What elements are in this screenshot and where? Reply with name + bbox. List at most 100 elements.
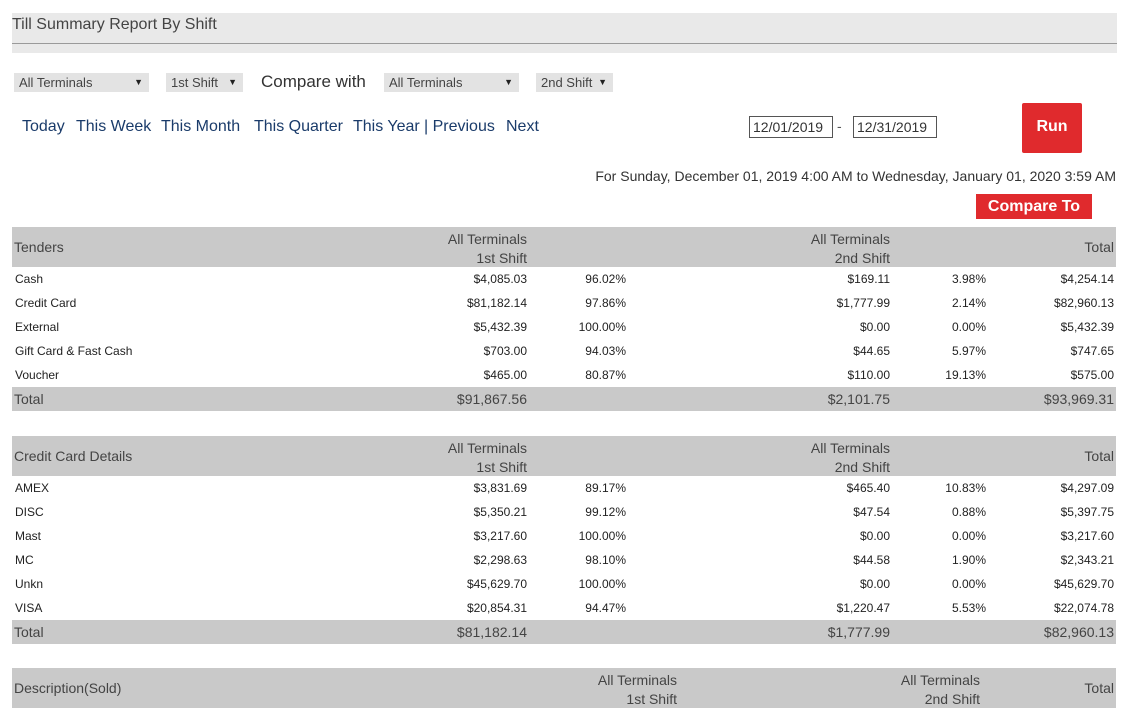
shift1-amount: $20,854.31 — [466, 601, 527, 615]
link-this-quarter[interactable]: This Quarter — [254, 118, 343, 135]
shift2-percent: 2.14% — [951, 296, 986, 310]
terminal-select-b-value: All Terminals — [389, 75, 463, 90]
row-label: MC — [15, 553, 34, 567]
shift2-amount: $0.00 — [859, 529, 890, 543]
shift2-percent: 10.83% — [945, 481, 986, 495]
col-header-shift1: All Terminals 1st Shift — [448, 439, 527, 477]
col-header-shift1: All Terminals 1st Shift — [448, 230, 527, 268]
start-date-input[interactable]: 12/01/2019 — [749, 116, 833, 138]
row-total: $4,254.14 — [1060, 272, 1114, 286]
table-row: Voucher $465.00 80.87% $110.00 19.13% $575.00 — [12, 363, 1116, 387]
sold-table-header: Description(Sold) All Terminals 1st Shif… — [12, 668, 1116, 708]
table-header: Credit Card Details All Terminals 1st Sh… — [12, 436, 1116, 476]
table-row: VISA $20,854.31 94.47% $1,220.47 5.53% $22,07… — [12, 596, 1116, 620]
table-row: MC $2,298.63 98.10% $44.58 1.90% $2,343.21 — [12, 548, 1116, 572]
row-label: Cash — [15, 272, 44, 286]
shift1-percent: 100.00% — [578, 529, 626, 543]
row-label: Unkn — [15, 577, 44, 591]
shift-select-a-value: 1st Shift — [171, 75, 218, 90]
col-header-shift2: All Terminals 2nd Shift — [811, 439, 890, 477]
row-label: Voucher — [15, 368, 60, 382]
shift1-percent: 100.00% — [578, 320, 626, 334]
shift2-percent: 19.13% — [945, 368, 986, 382]
link-previous[interactable]: | Previous — [424, 118, 495, 135]
table-row: External $5,432.39 100.00% $0.00 0.00% $5,432… — [12, 315, 1116, 339]
chevron-down-icon: ▼ — [228, 77, 237, 87]
table-total-row: Total $81,182.14 $1,777.99 $82,960.13 — [12, 620, 1116, 644]
chevron-down-icon: ▼ — [598, 77, 607, 87]
col-header-shift: 2nd Shift — [924, 691, 980, 707]
shift1-percent: 98.10% — [585, 553, 626, 567]
shift2-percent: 3.98% — [951, 272, 986, 286]
shift1-amount: $703.00 — [483, 344, 527, 358]
shift-select-b[interactable]: 2nd Shift ▼ — [536, 73, 613, 92]
total-shift2: $1,777.99 — [827, 624, 890, 640]
shift2-percent: 0.00% — [951, 320, 986, 334]
shift2-percent: 1.90% — [951, 553, 986, 567]
shift1-amount: $465.00 — [483, 368, 527, 382]
date-range-text: For Sunday, December 01, 2019 4:00 AM to… — [595, 168, 1116, 184]
shift1-percent: 80.87% — [585, 368, 626, 382]
shift2-amount: $1,220.47 — [836, 601, 890, 615]
row-label: VISA — [15, 601, 43, 615]
col-header-shift: 1st Shift — [476, 459, 527, 475]
link-this-year[interactable]: This Year — [353, 118, 420, 135]
table-row: AMEX $3,831.69 89.17% $465.40 10.83% $4,297.0… — [12, 476, 1116, 500]
shift2-amount: $465.40 — [846, 481, 890, 495]
shift1-percent: 96.02% — [585, 272, 626, 286]
title-bar: Till Summary Report By Shift — [12, 13, 1117, 53]
link-today[interactable]: Today — [22, 118, 65, 135]
col-header-group: All Terminals — [447, 231, 527, 247]
shift1-percent: 99.12% — [585, 505, 626, 519]
col-header-shift: 1st Shift — [476, 250, 527, 266]
row-label: Mast — [15, 529, 42, 543]
shift1-amount: $5,350.21 — [473, 505, 527, 519]
shift2-amount: $47.54 — [853, 505, 890, 519]
col-header-shift: 1st Shift — [626, 691, 677, 707]
row-total: $5,432.39 — [1060, 320, 1114, 334]
total-grand: $82,960.13 — [1043, 624, 1114, 640]
shift2-amount: $0.00 — [859, 320, 890, 334]
page-title: Till Summary Report By Shift — [12, 16, 217, 33]
shift2-amount: $0.00 — [859, 577, 890, 591]
shift1-amount: $5,432.39 — [473, 320, 527, 334]
shift-select-b-value: 2nd Shift — [541, 75, 593, 90]
shift2-amount: $44.65 — [853, 344, 890, 358]
col-header-group: All Terminals — [597, 672, 677, 688]
shift1-amount: $2,298.63 — [473, 553, 527, 567]
link-next[interactable]: Next — [506, 118, 539, 135]
tenders-table: Tenders All Terminals 1st Shift All Term… — [12, 227, 1116, 411]
terminal-select-b[interactable]: All Terminals ▼ — [384, 73, 519, 92]
total-shift1: $91,867.56 — [456, 391, 527, 407]
shift1-amount: $45,629.70 — [466, 577, 527, 591]
col-header-shift2: All Terminals 2nd Shift — [901, 671, 980, 709]
run-button[interactable]: Run — [1022, 103, 1082, 153]
compare-to-button[interactable]: Compare To — [976, 194, 1092, 219]
table-row: Unkn $45,629.70 100.00% $0.00 0.00% $45,629.7… — [12, 572, 1116, 596]
end-date-input[interactable]: 12/31/2019 — [853, 116, 937, 138]
row-label: DISC — [15, 505, 44, 519]
shift2-amount: $44.58 — [853, 553, 890, 567]
shift2-amount: $169.11 — [847, 272, 891, 286]
shift-select-a[interactable]: 1st Shift ▼ — [166, 73, 243, 92]
shift1-percent: 94.03% — [585, 344, 626, 358]
row-total: $5,397.75 — [1060, 505, 1114, 519]
row-total: $45,629.70 — [1053, 577, 1114, 591]
shift2-amount: $1,777.99 — [836, 296, 890, 310]
terminal-select-a[interactable]: All Terminals ▼ — [14, 73, 149, 92]
table-row: Cash $4,085.03 96.02% $169.11 3.98% $4,254.14 — [12, 267, 1116, 291]
section-label: Credit Card Details — [14, 448, 133, 464]
total-label: Total — [14, 624, 44, 640]
row-total: $575.00 — [1070, 368, 1114, 382]
table-row: Credit Card $81,182.14 97.86% $1,777.99 2.14… — [12, 291, 1116, 315]
total-shift2: $2,101.75 — [827, 391, 890, 407]
col-header-shift: 2nd Shift — [834, 250, 890, 266]
compare-with-label: Compare with — [261, 72, 366, 91]
shift1-percent: 97.86% — [585, 296, 626, 310]
shift1-percent: 100.00% — [578, 577, 626, 591]
col-header-total: Total — [1084, 448, 1114, 464]
link-this-month[interactable]: This Month — [161, 118, 241, 135]
terminal-select-a-value: All Terminals — [19, 75, 93, 90]
col-header-group: All Terminals — [810, 231, 890, 247]
link-this-week[interactable]: This Week — [76, 118, 152, 135]
